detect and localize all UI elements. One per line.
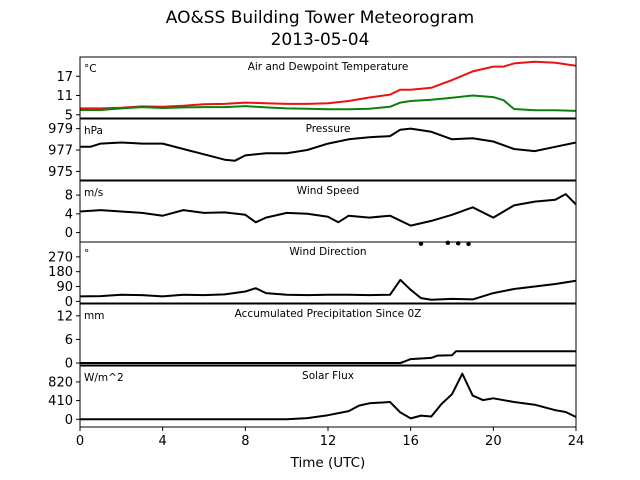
xtick-label: 12 (320, 434, 337, 449)
ytick-label-3: 4 (65, 207, 73, 222)
panel-unit-4: ° (84, 248, 89, 260)
ytick-label-1: 17 (56, 70, 73, 85)
panel-frame-5 (79, 303, 577, 366)
ytick-label-1: 5 (65, 108, 73, 123)
panel-title-4: Wind Direction (289, 246, 366, 258)
ytick-label-4: 270 (48, 250, 73, 265)
x-axis-label: Time (UTC) (290, 455, 366, 471)
figure-date: 2013-05-04 (270, 30, 370, 50)
series-line-3-1 (79, 193, 577, 227)
scatter-point-2 (445, 240, 451, 246)
xtick-label: 20 (485, 434, 502, 449)
xtick-label: 4 (159, 434, 167, 449)
xtick-label: 8 (241, 434, 249, 449)
panel-title-3: Wind Speed (297, 185, 360, 197)
ytick-label-4: 180 (48, 265, 73, 280)
panel-title-2: Pressure (306, 123, 351, 135)
panel-title-1: Air and Dewpoint Temperature (248, 61, 409, 73)
panel-frame-2 (79, 118, 577, 181)
series-line-6-1 (80, 372, 577, 421)
figure-title: AO&SS Building Tower Meteorogram (165, 8, 475, 28)
series-line-1-1 (80, 60, 577, 110)
series-line-2-1 (80, 127, 577, 162)
ytick-label-6: 820 (48, 375, 73, 390)
panel-unit-5: mm (84, 310, 104, 322)
panel-unit-1: °C (84, 63, 97, 75)
panel-frame-1 (79, 56, 577, 119)
ytick-label-2: 975 (48, 165, 73, 180)
panel-unit-2: hPa (84, 125, 103, 137)
ytick-label-3: 0 (65, 226, 73, 241)
ytick-label-5: 12 (56, 309, 73, 324)
ytick-label-4: 0 (65, 295, 73, 310)
series-line-5-1 (80, 350, 576, 364)
ytick-label-2: 979 (48, 122, 73, 137)
ytick-label-1: 11 (56, 89, 73, 104)
ytick-label-2: 977 (48, 144, 73, 159)
ytick-label-6: 410 (48, 394, 73, 409)
xtick-label: 0 (76, 434, 84, 449)
xtick-label: 24 (568, 434, 585, 449)
scatter-point-1 (418, 241, 424, 246)
panel-title-5: Accumulated Precipitation Since 0Z (235, 308, 422, 320)
panel-unit-3: m/s (84, 187, 103, 199)
xtick-label: 16 (402, 434, 419, 449)
series-line-1-2 (80, 94, 577, 112)
panel-unit-6: W/m^2 (84, 372, 124, 384)
ytick-label-5: 0 (65, 357, 73, 372)
ytick-label-6: 0 (65, 413, 73, 428)
ytick-label-5: 6 (65, 333, 73, 348)
series-line-4-1 (79, 278, 577, 301)
scatter-point-4 (466, 241, 471, 247)
panel-frame-4 (79, 241, 577, 304)
ytick-label-4: 90 (56, 280, 73, 295)
panel-title-6: Solar Flux (302, 370, 354, 382)
ytick-label-3: 8 (65, 189, 73, 204)
